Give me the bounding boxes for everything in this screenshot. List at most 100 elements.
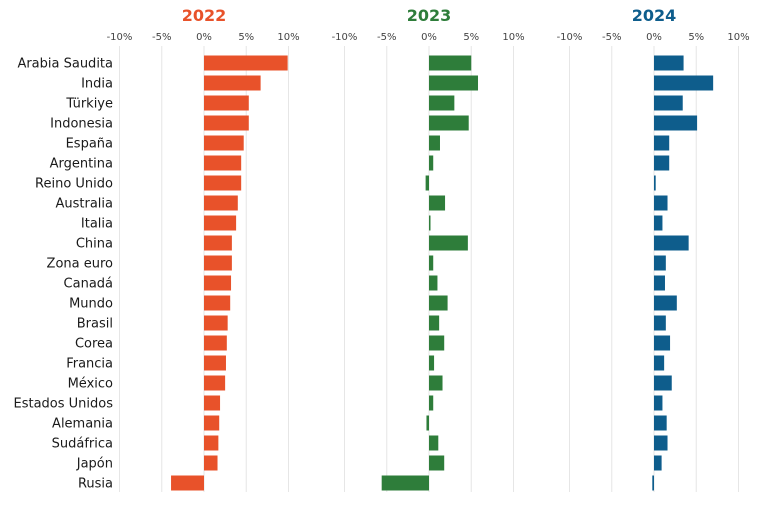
bar-2022-china (204, 235, 232, 251)
bar-2024-canada (654, 275, 665, 291)
bar-2022-sudafrica (204, 435, 219, 451)
country-label-brasil: Brasil (77, 317, 113, 332)
bar-2022-estados-unidos (204, 395, 221, 411)
country-label-alemania: Alemania (52, 417, 113, 432)
country-label-francia: Francia (66, 357, 113, 372)
bar-2022-reino-unido (204, 175, 242, 191)
panel-title-2023: 2023 (407, 6, 452, 25)
bar-2023-mexico (429, 375, 443, 391)
panel-2022: 2022 -10% -5% 0% 5% 10% (107, 6, 300, 491)
x-tick-label-2024-neg5: -5% (602, 32, 621, 43)
country-label-estados-unidos: Estados Unidos (13, 397, 113, 412)
bar-2023-india (429, 75, 479, 91)
country-label-argentina: Argentina (50, 157, 113, 172)
bar-2022-brasil (204, 315, 228, 331)
x-tick-label-2023-5: 5% (463, 32, 479, 43)
bar-2024-alemania (654, 415, 667, 431)
country-label-china: China (76, 237, 113, 252)
x-tick-label-2022-neg10: -10% (107, 32, 133, 43)
country-labels: Arabia Saudita India Türkiye Indonesia Españ… (13, 57, 113, 492)
bar-2022-alemania (204, 415, 220, 431)
bar-2023-alemania (426, 415, 429, 431)
bar-2024-rusia (652, 475, 654, 491)
country-label-canada: Canadá (64, 277, 113, 292)
country-label-mexico: México (68, 377, 113, 392)
bar-2022-francia (204, 355, 226, 371)
bar-2022-mexico (204, 375, 226, 391)
x-tick-label-2022-neg5: -5% (152, 32, 171, 43)
x-tick-label-2024-10: 10% (727, 32, 749, 43)
bar-2023-rusia (381, 475, 429, 491)
country-label-japon: Japón (76, 457, 113, 472)
bar-2024-china (654, 235, 689, 251)
bar-2024-japon (654, 455, 662, 471)
bar-2022-zona-euro (204, 255, 232, 271)
bar-2022-india (204, 75, 261, 91)
country-label-australia: Australia (55, 197, 113, 212)
bar-2022-italia (204, 215, 237, 231)
bar-2023-arabia-saudita (429, 55, 472, 71)
bar-2024-reino-unido (654, 175, 656, 191)
country-label-italia: Italia (81, 217, 113, 232)
panel-title-2024: 2024 (632, 6, 677, 25)
x-tick-label-2023-neg10: -10% (332, 32, 358, 43)
bar-2024-estados-unidos (654, 395, 663, 411)
x-tick-label-2022-5: 5% (238, 32, 254, 43)
bar-2022-australia (204, 195, 238, 211)
x-tick-label-2022-0: 0% (196, 32, 212, 43)
bar-2024-australia (654, 195, 668, 211)
bar-2024-italia (654, 215, 663, 231)
bar-2022-argentina (204, 155, 242, 171)
bar-2024-turkiye (654, 95, 683, 111)
bar-2022-indonesia (204, 115, 249, 131)
bar-2022-mundo (204, 295, 231, 311)
bar-2024-francia (654, 355, 665, 371)
bar-2023-canada (429, 275, 438, 291)
country-label-indonesia: Indonesia (50, 117, 113, 132)
country-label-mundo: Mundo (69, 297, 113, 312)
panel-2024: 2024 -10% -5% 0% 5% 10% (557, 6, 750, 491)
bar-2023-corea (429, 335, 445, 351)
bar-2023-zona-euro (429, 255, 434, 271)
country-label-espana: España (66, 137, 113, 152)
bar-2022-arabia-saudita (204, 55, 288, 71)
country-label-sudafrica: Sudáfrica (52, 437, 113, 452)
x-tick-label-2023-10: 10% (502, 32, 524, 43)
bar-2024-argentina (654, 155, 670, 171)
country-label-reino-unido: Reino Unido (35, 177, 113, 192)
bar-2023-espana (429, 135, 440, 151)
x-tick-label-2024-5: 5% (688, 32, 704, 43)
bar-2023-reino-unido (425, 175, 429, 191)
bar-2023-sudafrica (429, 435, 439, 451)
bar-2023-estados-unidos (429, 395, 434, 411)
bar-2023-argentina (429, 155, 434, 171)
panels: 2022-10% -5% 0% 5% 10%2023-10% -5% 0% 5% 10%2024… (107, 6, 750, 491)
country-label-arabia-saudita: Arabia Saudita (17, 57, 113, 72)
x-tick-label-2022-10: 10% (277, 32, 299, 43)
bar-2023-indonesia (429, 115, 469, 131)
bar-2023-japon (429, 455, 445, 471)
bar-2024-brasil (654, 315, 666, 331)
country-label-corea: Corea (75, 337, 113, 352)
bar-2022-corea (204, 335, 227, 351)
bar-2022-japon (204, 455, 218, 471)
panel-2023: 2023 -10% -5% 0% 5% 10% (332, 6, 525, 491)
country-label-zona-euro: Zona euro (47, 257, 113, 272)
bar-2024-zona-euro (654, 255, 666, 271)
bar-2023-francia (429, 355, 435, 371)
bar-2022-espana (204, 135, 244, 151)
x-tick-label-2024-0: 0% (646, 32, 662, 43)
bar-2022-turkiye (204, 95, 249, 111)
country-label-rusia: Rusia (78, 477, 113, 492)
country-label-turkiye: Türkiye (65, 97, 113, 112)
bar-2024-espana (654, 135, 670, 151)
bar-2024-corea (654, 335, 671, 351)
bar-2024-sudafrica (654, 435, 668, 451)
bar-2022-rusia (171, 475, 204, 491)
bar-2023-mundo (429, 295, 448, 311)
bar-2023-turkiye (429, 95, 455, 111)
bar-2024-india (654, 75, 714, 91)
bar-2023-brasil (429, 315, 440, 331)
bar-2024-arabia-saudita (654, 55, 684, 71)
